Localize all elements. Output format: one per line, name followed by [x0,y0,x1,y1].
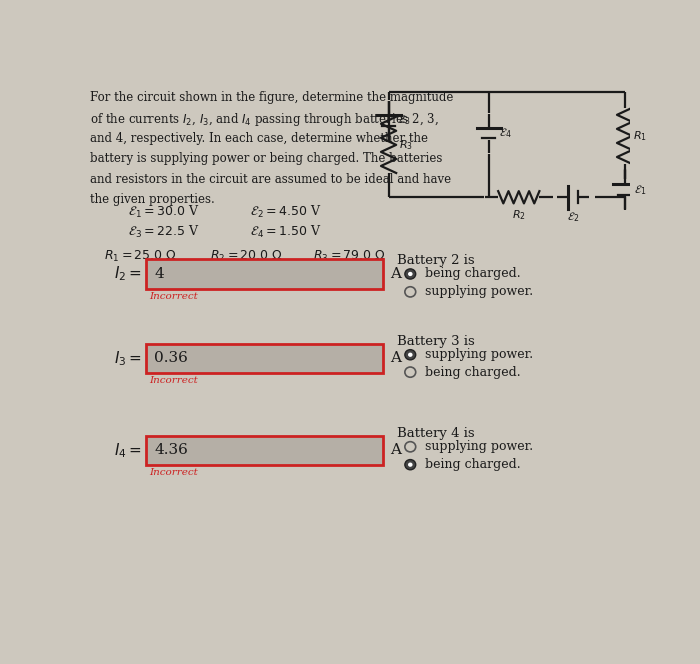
Text: $R_1 = 25.0\ \Omega$: $R_1 = 25.0\ \Omega$ [104,248,176,264]
Text: $I_2 =$: $I_2 =$ [114,265,141,284]
FancyBboxPatch shape [146,344,383,373]
Text: Incorrect: Incorrect [149,376,197,385]
Text: supplying power.: supplying power. [426,348,533,361]
Text: $\mathit{\mathcal{E}}_4 = 1.50$ V: $\mathit{\mathcal{E}}_4 = 1.50$ V [251,224,321,240]
Circle shape [408,463,412,467]
Circle shape [405,442,416,452]
Text: 4: 4 [154,267,164,281]
FancyBboxPatch shape [146,260,383,289]
Text: of the currents $I_2$, $I_3$, and $I_4$ passing through batteries 2, 3,: of the currents $I_2$, $I_3$, and $I_4$ … [90,112,439,128]
Circle shape [405,350,416,360]
Text: A: A [390,267,400,281]
Text: Incorrect: Incorrect [149,291,197,301]
Circle shape [408,272,412,276]
Text: and resistors in the circuit are assumed to be ideal and have: and resistors in the circuit are assumed… [90,173,452,186]
FancyBboxPatch shape [146,436,383,465]
Text: being charged.: being charged. [426,366,521,378]
Text: $\mathit{\mathcal{E}}_3 = 22.5$ V: $\mathit{\mathcal{E}}_3 = 22.5$ V [128,224,200,240]
Text: 4.36: 4.36 [154,444,188,457]
Text: $R_3 = 79.0\ \Omega$: $R_3 = 79.0\ \Omega$ [313,248,386,264]
Text: $R_2 = 20.0\ \Omega$: $R_2 = 20.0\ \Omega$ [209,248,283,264]
Text: $I_4 =$: $I_4 =$ [114,441,141,459]
Circle shape [408,353,412,357]
Text: Battery 2 is: Battery 2 is [397,254,475,266]
Text: $\mathit{\mathcal{E}}_1 = 30.0$ V: $\mathit{\mathcal{E}}_1 = 30.0$ V [128,203,200,220]
Text: the given properties.: the given properties. [90,193,215,207]
Text: For the circuit shown in the figure, determine the magnitude: For the circuit shown in the figure, det… [90,91,454,104]
Text: $\mathcal{E}_1$: $\mathcal{E}_1$ [634,183,647,197]
Text: $R_2$: $R_2$ [512,208,526,222]
Text: being charged.: being charged. [426,268,521,280]
Text: being charged.: being charged. [426,458,521,471]
Circle shape [405,269,416,279]
Text: Battery 4 is: Battery 4 is [397,428,475,440]
Text: $I_3 =$: $I_3 =$ [114,349,141,368]
Text: $\mathit{\mathcal{E}}_2 = 4.50$ V: $\mathit{\mathcal{E}}_2 = 4.50$ V [251,203,321,220]
Text: Battery 3 is: Battery 3 is [397,335,475,349]
Text: and 4, respectively. In each case, determine whether the: and 4, respectively. In each case, deter… [90,132,428,145]
Text: $R_3$: $R_3$ [400,138,414,152]
Text: 0.36: 0.36 [154,351,188,365]
Text: supplying power.: supplying power. [426,440,533,454]
Text: A: A [390,351,400,365]
Text: $R_1$: $R_1$ [633,129,647,143]
Text: $\mathcal{E}_4$: $\mathcal{E}_4$ [498,126,512,140]
Text: $\mathcal{E}_3$: $\mathcal{E}_3$ [398,114,411,127]
Text: supplying power.: supplying power. [426,286,533,298]
Text: A: A [390,444,400,457]
Text: battery is supplying power or being charged. The batteries: battery is supplying power or being char… [90,152,442,165]
Circle shape [405,459,416,470]
Circle shape [405,287,416,297]
Circle shape [405,367,416,377]
Text: $\mathcal{E}_2$: $\mathcal{E}_2$ [567,210,579,224]
Text: Incorrect: Incorrect [149,468,197,477]
